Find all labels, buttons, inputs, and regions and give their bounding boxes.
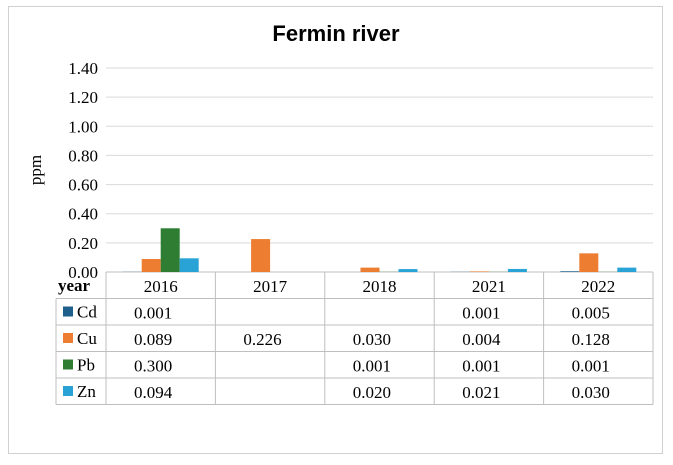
legend-label: Zn [77, 382, 96, 401]
x-tick-label: 2022 [581, 277, 615, 296]
data-label: 0.001 [353, 357, 391, 376]
data-label: 0.030 [353, 330, 391, 349]
legend-label: Cu [77, 329, 97, 348]
y-axis-label: ppm [26, 155, 45, 185]
y-tick-label: 1.00 [68, 117, 98, 136]
x-axis-label: year [58, 276, 91, 295]
data-label: 0.001 [462, 357, 500, 376]
bar-cu-2017 [251, 239, 271, 272]
data-label: 0.020 [353, 383, 391, 402]
y-tick-label: 0.60 [68, 176, 98, 195]
data-label: 0.001 [462, 304, 500, 323]
data-label: 0.021 [462, 383, 500, 402]
bar-cu-2016 [141, 259, 161, 272]
legend-key-cd [63, 306, 73, 317]
legend-key-cu [63, 333, 73, 343]
y-tick-label: 0.40 [68, 205, 98, 224]
y-tick-label: 0.80 [68, 146, 98, 165]
y-tick-label: 0.00 [68, 263, 98, 282]
bar-cu-2021 [469, 271, 489, 272]
legend-label: Cd [77, 303, 97, 322]
data-label: 0.005 [572, 304, 610, 323]
data-label: 0.004 [462, 330, 501, 349]
legend-label: Pb [77, 356, 95, 375]
bar-pb-2016 [160, 228, 180, 272]
bar-cu-2022 [579, 253, 599, 272]
x-tick-label: 2017 [253, 277, 288, 296]
y-tick-label: 1.20 [68, 88, 98, 107]
bar-cu-2018 [360, 267, 380, 272]
data-label: 0.128 [572, 330, 610, 349]
chart-title: Fermin river [272, 21, 400, 46]
bar-zn-2016 [179, 258, 199, 272]
x-tick-label: 2021 [472, 277, 506, 296]
y-tick-label: 0.20 [68, 234, 98, 253]
chart-frame [8, 6, 663, 454]
data-label: 0.226 [243, 330, 281, 349]
legend-key-pb [63, 359, 73, 370]
data-label: 0.300 [134, 357, 172, 376]
bar-zn-2022 [617, 267, 637, 272]
x-tick-label: 2018 [363, 277, 397, 296]
bar-cd-2022 [560, 271, 580, 272]
data-label: 0.089 [134, 330, 172, 349]
data-label: 0.001 [572, 357, 610, 376]
legend-key-zn [63, 386, 73, 396]
bar-zn-2018 [398, 269, 418, 272]
data-label: 0.030 [572, 383, 610, 402]
y-tick-label: 1.40 [68, 59, 98, 78]
x-tick-label: 2016 [144, 277, 178, 296]
data-label: 0.094 [134, 383, 173, 402]
data-label: 0.001 [134, 304, 172, 323]
bar-zn-2021 [507, 268, 527, 272]
